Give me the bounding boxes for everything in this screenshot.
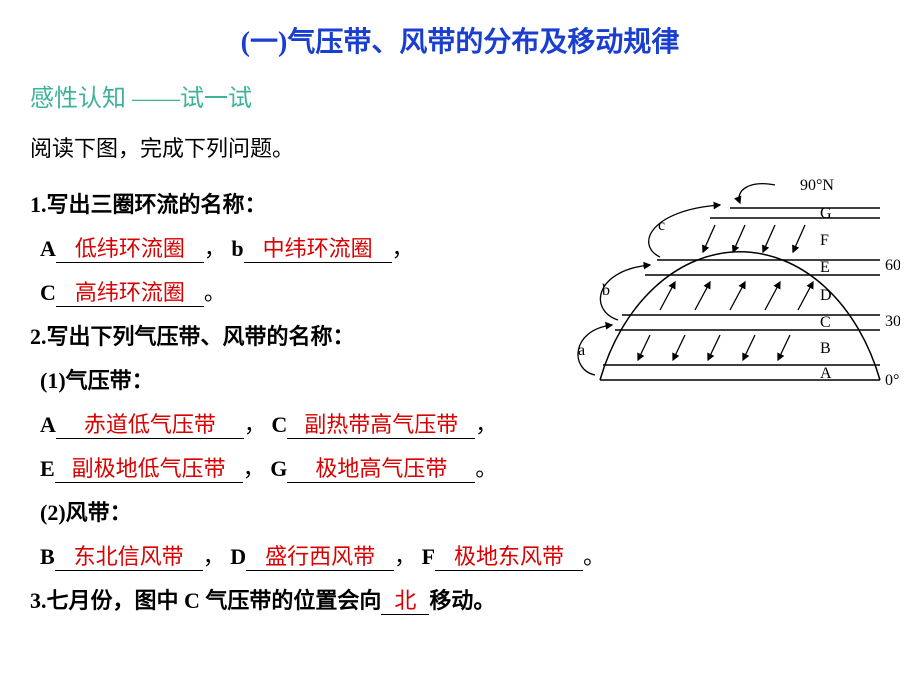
sep: ， [204,236,226,261]
q2-pressure-row1: A赤道低气压带， C副热带高气压带， [40,403,890,447]
lat-0: 0° [885,372,899,389]
q1-b-blank: 中纬环流圈 [244,236,392,263]
lbl-G: G [270,456,287,481]
lbl-C: C [271,412,287,437]
lbl-F: F [422,544,435,569]
subtitle-b: 试一试 [180,86,252,112]
q2-wind-row: B东北信风带， D盛行西风带， F极地东风带。 [40,535,890,579]
lbl-A: A [40,412,56,437]
q2-F-blank: 极地东风带 [435,544,583,571]
q2-wind-label: (2)风带： [40,491,890,535]
lbl-E: E [40,456,55,481]
subtitle-a: 感性认知 —— [30,86,180,112]
band-G: G [820,205,832,222]
lat-90: 90°N [800,177,834,194]
page-title: (一)气压带、风带的分布及移动规律 [30,20,890,60]
sep: ， [203,544,225,569]
cell-c: c [658,217,665,234]
end: 。 [475,456,497,481]
q1-a-prefix: A [40,236,56,261]
q2-D-blank: 盛行西风带 [246,544,394,571]
band-B: B [820,340,831,357]
q2-C-blank: 副热带高气压带 [287,412,475,439]
band-F: F [820,232,829,249]
sep: ， [392,236,414,261]
lbl-B: B [40,544,55,569]
q1-a-blank: 低纬环流圈 [56,236,204,263]
q2-pressure-row2: E副极地低气压带， G极地高气压带。 [40,447,890,491]
q3-suffix: 移动。 [429,588,495,613]
end: 。 [583,544,605,569]
circulation-diagram: 0° 30° 60° 90°N A B C D E F G [540,170,900,400]
lat-60: 60° [885,257,900,274]
q3-prefix: 3.七月份，图中 C 气压带的位置会向 [30,588,381,613]
q3: 3.七月份，图中 C 气压带的位置会向北移动。 [30,579,890,623]
sep: ， [394,544,416,569]
band-D: D [820,287,832,304]
wind-label-text: (2)风带： [40,500,132,525]
band-E: E [820,259,830,276]
band-A: A [820,365,832,382]
sep: ， [243,456,265,481]
band-C: C [820,314,831,331]
end: 。 [204,280,226,305]
q2-A-blank: 赤道低气压带 [56,412,244,439]
q2-B-blank: 东北信风带 [55,544,203,571]
lat-30: 30° [885,313,900,330]
sep: ， [475,412,497,437]
pressure-label-text: (1)气压带： [40,368,154,393]
q3-blank: 北 [381,588,429,615]
subtitle: 感性认知 ——试一试 [30,78,890,113]
q1-c-blank: 高纬环流圈 [56,280,204,307]
q1-c-prefix: C [40,280,56,305]
q2-G-blank: 极地高气压带 [287,456,475,483]
q2-E-blank: 副极地低气压带 [55,456,243,483]
lbl-D: D [230,544,246,569]
cell-a: a [578,342,585,359]
cell-b: b [602,282,610,299]
instruction: 阅读下图，完成下列问题。 [30,131,890,163]
sep: ， [244,412,266,437]
q1-b-prefix: b [231,236,243,261]
